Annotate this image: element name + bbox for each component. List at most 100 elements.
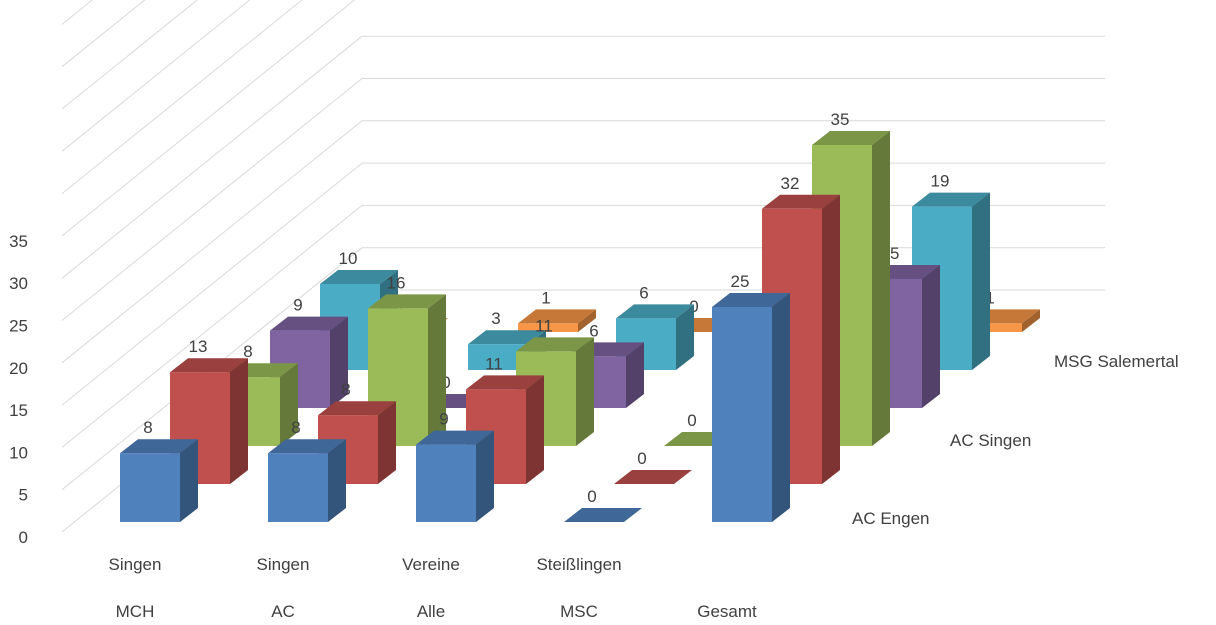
bar: 13 (170, 337, 248, 484)
bar-side-face (230, 358, 248, 484)
bar-side-face (626, 342, 644, 408)
bar-side-face (772, 293, 790, 522)
bar: 0 (614, 449, 692, 484)
bar: 8 (120, 418, 198, 522)
bar-side-face (1022, 309, 1040, 332)
bar-top-face (268, 439, 346, 454)
bar-top-face (518, 309, 596, 324)
gridline-floor (61, 0, 356, 237)
bar-side-face (872, 131, 890, 446)
y-tick-label: 30 (9, 274, 28, 293)
data-label: 6 (589, 321, 598, 340)
data-label: 8 (341, 380, 350, 399)
bar-side-face (476, 430, 494, 522)
data-label: 19 (931, 172, 950, 191)
gridline-floor (61, 35, 363, 279)
bar-top-face (466, 375, 544, 390)
bar-top-face (368, 294, 446, 309)
bar-side-face (972, 192, 990, 370)
bar-side-face (822, 194, 840, 485)
gridline-floor (61, 0, 198, 110)
category-label-line2: MSC (560, 602, 598, 621)
gridline-floor (61, 0, 94, 25)
data-label: 8 (143, 418, 152, 437)
series-label: MSG Salemertal (1054, 352, 1179, 371)
bar-front-face (712, 307, 772, 522)
bar-top-face (912, 192, 990, 207)
data-label: 9 (439, 410, 448, 429)
data-label: 8 (243, 342, 252, 361)
bar-front-face (416, 444, 476, 522)
category-label-line1: Steißlingen (536, 555, 621, 574)
gridline-floor (61, 78, 363, 321)
gridline-floor (61, 0, 146, 68)
data-label: 11 (485, 354, 503, 373)
bar-side-face (180, 439, 198, 522)
y-tick-label: 25 (9, 317, 28, 336)
bar-side-face (526, 375, 544, 484)
bar-top-face (762, 194, 840, 209)
data-label: 35 (831, 110, 850, 129)
bar-top-face (320, 270, 398, 284)
bar-front-face (120, 453, 180, 522)
bar-front-face (268, 453, 328, 522)
data-label: 0 (687, 411, 696, 430)
y-tick-label: 20 (9, 359, 28, 378)
bar-side-face (578, 309, 596, 332)
bar: 8 (268, 418, 346, 522)
data-label: 13 (189, 337, 208, 356)
y-tick-label: 5 (19, 486, 28, 505)
bar-top-face (416, 430, 494, 445)
bar-top-face (614, 470, 692, 484)
data-label: 16 (387, 273, 406, 292)
gridline-floor (61, 120, 363, 364)
series-depth-labels: AC Engen AC Singen MSG Salemertal (852, 352, 1179, 528)
category-label-line1: Singen (109, 555, 162, 574)
data-label: 6 (639, 283, 648, 302)
bar-top-face (616, 304, 694, 319)
bar: 32 (762, 174, 840, 485)
bar-top-face (516, 337, 594, 352)
category-labels: Singen MCH Singen AC Vereine Alle Steißlingen M… (109, 555, 757, 621)
gridline-floor (61, 162, 363, 406)
y-tick-label: 15 (9, 401, 28, 420)
bar-top-face (270, 316, 348, 331)
bar-side-face (428, 294, 446, 446)
bar: 9 (416, 410, 494, 522)
bar-top-face (318, 401, 396, 416)
gridlines (61, 0, 1105, 533)
bar-top-face (468, 330, 546, 345)
data-label: 9 (293, 296, 302, 315)
bars: 0100110360199060158161103513811032889025 (120, 110, 1040, 522)
bar-side-face (676, 304, 694, 370)
bar-side-face (330, 316, 348, 408)
data-label: 3 (491, 309, 500, 328)
data-label: 0 (587, 487, 596, 506)
bar-top-face (564, 508, 642, 522)
y-axis-ticks: 0 5 10 15 20 25 30 35 (9, 232, 28, 547)
bar-top-face (170, 358, 248, 373)
gridline-floor (61, 0, 303, 194)
series-label: AC Singen (950, 431, 1031, 450)
data-label: 25 (731, 272, 750, 291)
bar-top-face (812, 131, 890, 145)
bar-front-face (518, 323, 578, 332)
bar: 1 (518, 288, 596, 332)
bar: 25 (712, 272, 790, 522)
category-label-line2: Gesamt (697, 602, 757, 621)
bar-top-face (120, 439, 198, 454)
bar-side-face (576, 337, 594, 446)
y-tick-label: 35 (9, 232, 28, 251)
bar-side-face (280, 363, 298, 446)
bar-side-face (328, 439, 346, 522)
data-label: 32 (781, 174, 800, 193)
data-label: 11 (535, 316, 553, 335)
bar-side-face (922, 265, 940, 408)
y-tick-label: 0 (19, 528, 28, 547)
category-label-line2: MCH (116, 602, 155, 621)
bar-side-face (378, 401, 396, 484)
category-label-line2: AC (271, 602, 295, 621)
data-label: 10 (339, 249, 358, 268)
category-label-line2: Alle (417, 602, 445, 621)
